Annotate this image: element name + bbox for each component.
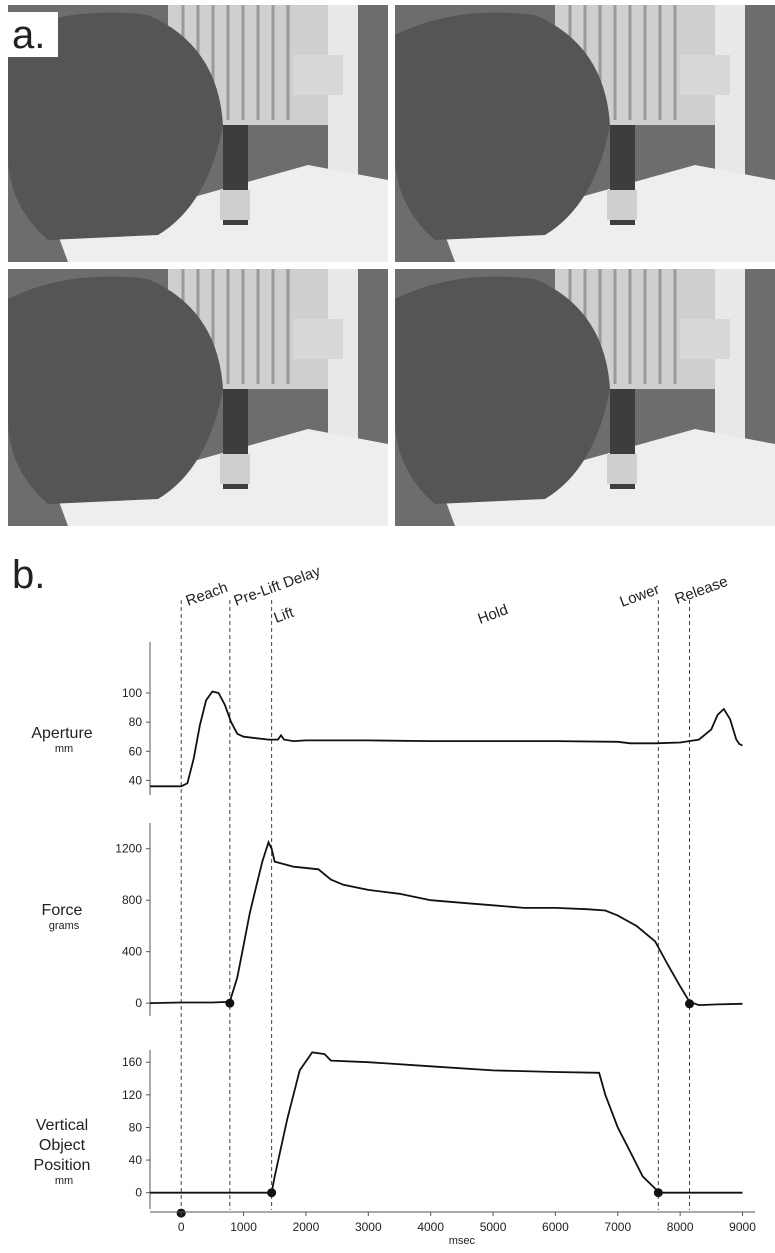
panel-label: a. [12, 13, 45, 57]
x-tick-label: 6000 [542, 1220, 569, 1234]
x-tick-label: 0 [178, 1220, 185, 1234]
y-tick-label: 0 [135, 996, 142, 1010]
x-axis-label: msec [449, 1235, 476, 1247]
photo [393, 3, 775, 264]
y-axis-label: Vertical Object Position [34, 1117, 91, 1174]
phase-label: Lift [272, 604, 297, 627]
x-tick-label: 4000 [417, 1220, 444, 1234]
y-tick-label: 120 [122, 1088, 142, 1102]
y-axis-unit: mm [55, 743, 73, 755]
y-tick-label: 1200 [115, 842, 142, 856]
photo [393, 267, 775, 528]
y-axis-label: Force [42, 902, 83, 919]
event-marker [267, 1188, 277, 1198]
y-axis-unit: grams [49, 920, 80, 932]
y-axis-label: Aperture [31, 725, 92, 742]
phase-label: Pre-Lift Delay [232, 563, 324, 610]
photo [6, 267, 390, 528]
event-marker [653, 1188, 663, 1198]
x-tick-label: 2000 [293, 1220, 320, 1234]
y-tick-label: 100 [122, 686, 142, 700]
x-tick-label: 8000 [667, 1220, 694, 1234]
y-tick-label: 0 [135, 1186, 142, 1200]
x-tick-label: 7000 [604, 1220, 631, 1234]
panel-label: b. [12, 553, 45, 597]
y-tick-label: 40 [129, 773, 143, 787]
y-axis-unit: mm [55, 1175, 73, 1187]
phase-label: Release [673, 573, 731, 608]
event-marker [225, 998, 235, 1008]
phase-label: Lower [618, 581, 662, 611]
y-tick-label: 80 [129, 715, 143, 729]
event-marker [685, 999, 695, 1009]
x-tick-label: 3000 [355, 1220, 382, 1234]
y-tick-label: 160 [122, 1055, 142, 1069]
label-bg [8, 12, 58, 57]
y-tick-label: 40 [129, 1153, 143, 1167]
x-tick-label: 1000 [230, 1220, 257, 1234]
data-line [149, 839, 743, 1007]
y-tick-label: 400 [122, 945, 142, 959]
phase-label: Hold [476, 601, 511, 628]
x-tick-label: 5000 [480, 1220, 507, 1234]
y-tick-label: 60 [129, 744, 143, 758]
x-tick-label: 9000 [729, 1220, 756, 1234]
data-line [150, 690, 743, 788]
photo [6, 3, 390, 264]
y-tick-label: 80 [129, 1120, 143, 1134]
phase-label: Reach [184, 579, 231, 610]
y-tick-label: 800 [122, 893, 142, 907]
data-line [150, 1051, 743, 1194]
